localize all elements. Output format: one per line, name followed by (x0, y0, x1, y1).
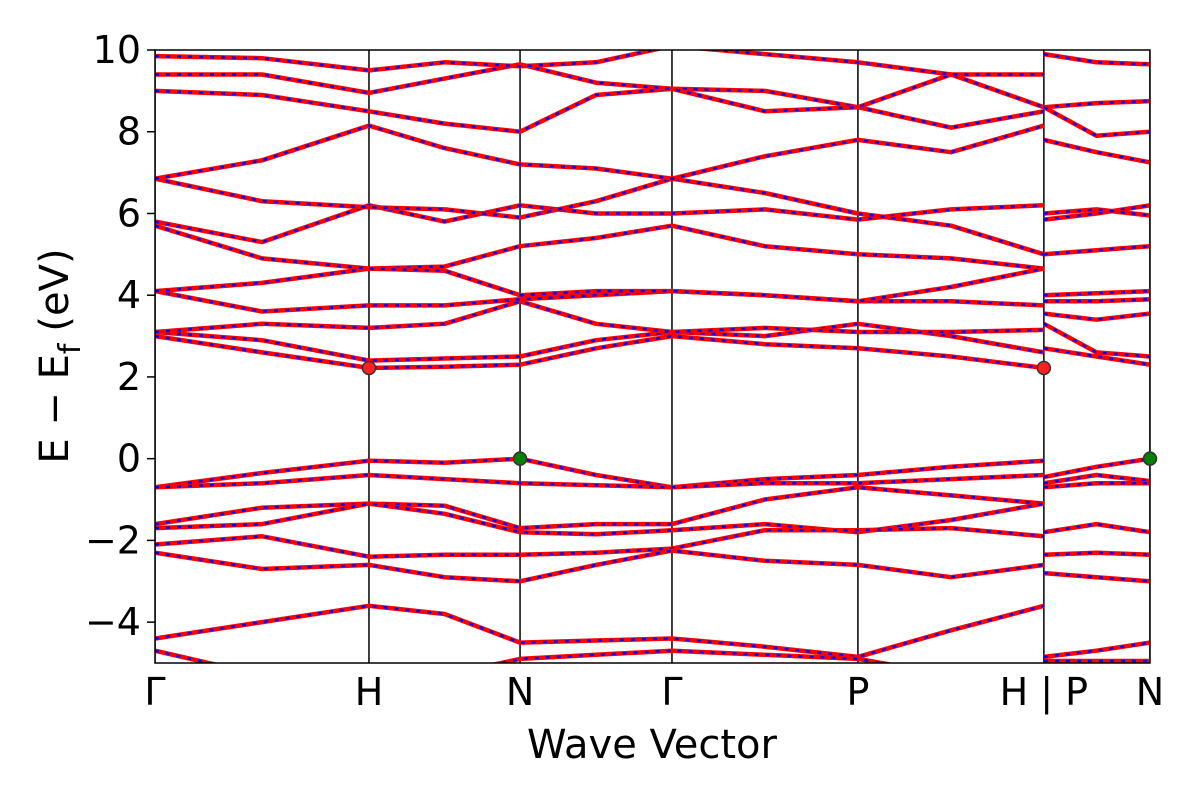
x-tick-label: Γ (661, 670, 682, 714)
y-tick-label: 2 (117, 355, 141, 399)
band-line-dashed (155, 334, 1150, 370)
extremum-marker (361, 360, 377, 376)
y-tick-label: −2 (85, 518, 141, 562)
y-label-unit: (eV) (32, 248, 78, 331)
band-line-dashed (155, 87, 1150, 133)
y-tick-label: 0 (117, 437, 141, 481)
extremum-marker (1142, 451, 1158, 466)
band-line-dashed (155, 224, 1150, 293)
y-tick-label: 4 (117, 273, 141, 317)
band-line-dashed (155, 526, 1150, 558)
band-line-dashed (155, 457, 1150, 489)
band-line-dashed (155, 289, 1150, 313)
band-line-dashed (155, 322, 1150, 362)
x-tick-label: N (1136, 670, 1164, 714)
band-line-dashed (155, 124, 1150, 180)
y-label-main: E − E (32, 354, 78, 464)
extremum-marker (512, 451, 528, 466)
x-tick-label: H (355, 670, 384, 714)
bands (155, 50, 1150, 663)
y-label-subscript: f (53, 342, 88, 354)
x-tick-label: N (506, 670, 534, 714)
plot-frame (154, 49, 1151, 664)
x-tick-label: Γ (144, 670, 165, 714)
band-line-dashed (155, 604, 1150, 659)
y-tick-label: 10 (93, 28, 141, 72)
y-tick-label: −4 (85, 600, 141, 644)
band-line-dashed (155, 649, 1150, 663)
band-line-dashed (155, 549, 1150, 583)
band-line-dashed (155, 177, 1150, 256)
band-line-dashed (155, 473, 1150, 489)
band-line-dashed (155, 300, 1150, 334)
y-axis-label: E − Ef (eV) (32, 248, 88, 463)
band-line-dashed (155, 204, 1150, 244)
y-tick-label: 8 (117, 110, 141, 154)
extremum-marker (1036, 360, 1052, 376)
band-line-dashed (155, 481, 1150, 530)
overlay: −4 −2 0 2 4 6 8 10 Γ H N Γ P H | P N (85, 28, 1164, 715)
x-tick-label: H | P (1000, 670, 1088, 715)
band-line-dashed (155, 50, 1150, 76)
y-tick-label: 6 (117, 191, 141, 235)
x-tick-label: P (846, 670, 869, 714)
x-axis-label: Wave Vector (527, 722, 778, 768)
band-line-dashed (155, 224, 1150, 303)
band-line-dashed (155, 63, 1150, 138)
